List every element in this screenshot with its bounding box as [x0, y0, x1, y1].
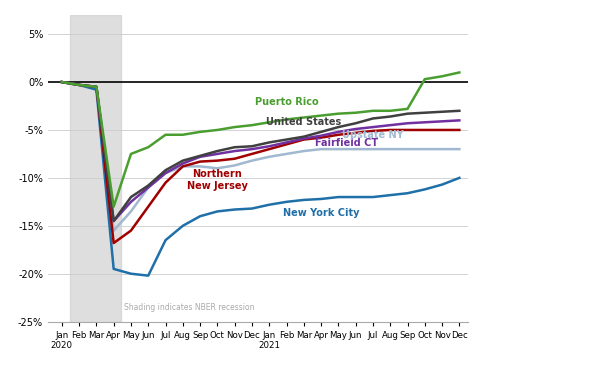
Text: -5%: -5% [0, 373, 1, 374]
Text: Puerto Rico: Puerto Rico [255, 97, 319, 107]
Text: +1%: +1% [0, 373, 1, 374]
Text: -4%: -4% [0, 373, 1, 374]
Text: -7%: -7% [0, 373, 1, 374]
Text: United States: United States [266, 117, 341, 127]
Text: Pre-Pandemic
Jobs Shortfall
(as of Oct): Pre-Pandemic Jobs Shortfall (as of Oct) [0, 373, 1, 374]
Text: Upstate NY: Upstate NY [342, 130, 404, 140]
Text: -10%: -10% [0, 373, 1, 374]
Text: -3%: -3% [0, 373, 1, 374]
Text: Northern
New Jersey: Northern New Jersey [187, 169, 248, 191]
Text: Shading indicates NBER recession: Shading indicates NBER recession [124, 303, 254, 312]
Bar [70, 15, 121, 322]
Text: New York City: New York City [283, 208, 359, 218]
Text: Fairfield CT: Fairfield CT [316, 138, 379, 148]
